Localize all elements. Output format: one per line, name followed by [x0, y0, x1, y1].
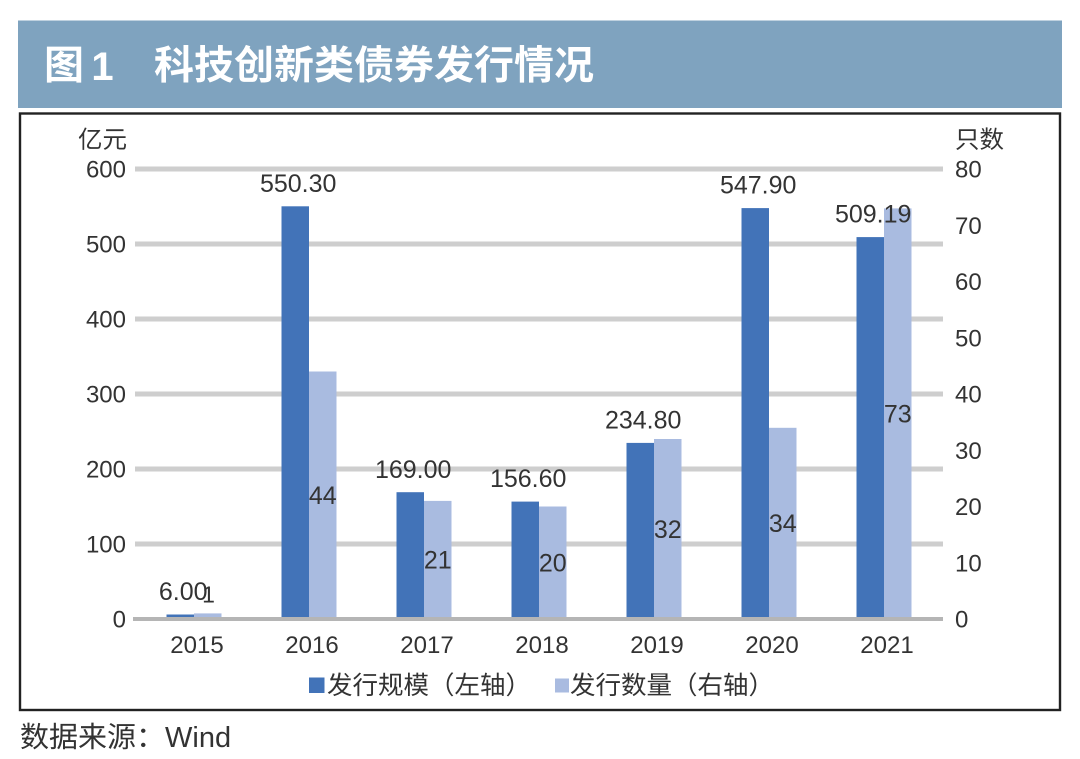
svg-text:50: 50	[955, 325, 982, 352]
svg-text:30: 30	[955, 438, 982, 465]
svg-text:60: 60	[955, 269, 982, 296]
svg-text:100: 100	[86, 532, 126, 559]
svg-text:44: 44	[309, 482, 337, 510]
svg-text:2016: 2016	[285, 632, 338, 659]
svg-text:300: 300	[86, 382, 126, 409]
svg-text:2019: 2019	[630, 632, 683, 659]
svg-text:6.00: 6.00	[159, 578, 208, 606]
svg-text:0: 0	[955, 607, 968, 634]
svg-text:500: 500	[86, 232, 126, 259]
svg-text:20: 20	[955, 494, 982, 521]
svg-text:547.90: 547.90	[720, 172, 796, 200]
svg-text:80: 80	[955, 157, 982, 184]
svg-text:0: 0	[113, 607, 126, 634]
svg-text:34: 34	[769, 510, 797, 538]
svg-text:509.19: 509.19	[835, 201, 911, 229]
svg-text:600: 600	[86, 157, 126, 184]
svg-text:40: 40	[955, 382, 982, 409]
svg-text:70: 70	[955, 213, 982, 240]
svg-text:234.80: 234.80	[605, 406, 681, 434]
svg-text:169.00: 169.00	[375, 456, 451, 484]
svg-text:Wind: Wind	[165, 722, 231, 754]
svg-text:200: 200	[86, 457, 126, 484]
svg-text:20: 20	[539, 550, 567, 578]
svg-text:73: 73	[884, 401, 912, 429]
svg-text:1: 1	[91, 45, 113, 89]
svg-text:2015: 2015	[170, 632, 223, 659]
svg-text:10: 10	[955, 550, 982, 577]
svg-text:156.60: 156.60	[490, 465, 566, 493]
svg-text:1: 1	[202, 582, 215, 608]
svg-text:32: 32	[654, 516, 682, 544]
svg-text:2017: 2017	[400, 632, 453, 659]
svg-text:2020: 2020	[745, 632, 798, 659]
svg-text:400: 400	[86, 307, 126, 334]
svg-text:21: 21	[424, 547, 452, 575]
svg-text:2018: 2018	[515, 632, 568, 659]
svg-text:2021: 2021	[860, 632, 913, 659]
svg-text:550.30: 550.30	[260, 170, 336, 198]
